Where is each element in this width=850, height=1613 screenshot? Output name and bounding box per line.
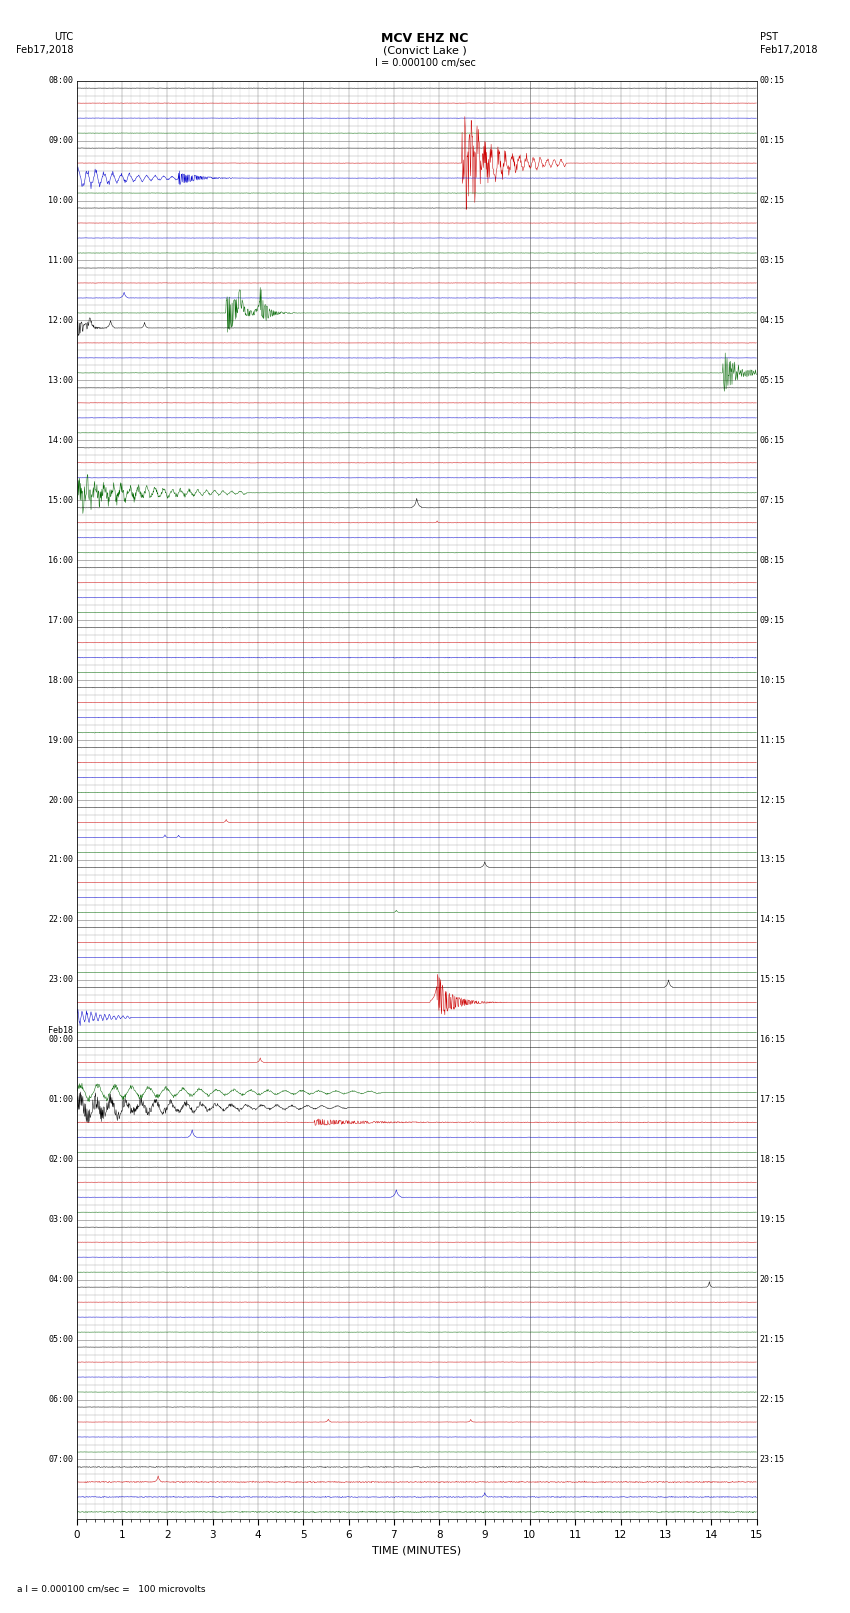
Text: Feb17,2018: Feb17,2018 — [760, 45, 818, 55]
Text: 22:15: 22:15 — [760, 1395, 785, 1403]
Text: 10:00: 10:00 — [48, 197, 73, 205]
Text: 11:15: 11:15 — [760, 736, 785, 745]
Text: 02:15: 02:15 — [760, 197, 785, 205]
Text: 11:00: 11:00 — [48, 256, 73, 265]
Text: 14:00: 14:00 — [48, 436, 73, 445]
Text: 15:15: 15:15 — [760, 976, 785, 984]
Text: 01:00: 01:00 — [48, 1095, 73, 1105]
Text: Feb18: Feb18 — [48, 1026, 73, 1036]
X-axis label: TIME (MINUTES): TIME (MINUTES) — [372, 1545, 461, 1555]
Text: 02:00: 02:00 — [48, 1155, 73, 1165]
Text: 04:15: 04:15 — [760, 316, 785, 324]
Text: MCV EHZ NC: MCV EHZ NC — [382, 32, 468, 45]
Text: 16:15: 16:15 — [760, 1036, 785, 1044]
Text: 17:15: 17:15 — [760, 1095, 785, 1105]
Text: 18:00: 18:00 — [48, 676, 73, 684]
Text: 12:00: 12:00 — [48, 316, 73, 324]
Text: 10:15: 10:15 — [760, 676, 785, 684]
Text: 23:15: 23:15 — [760, 1455, 785, 1465]
Text: 21:15: 21:15 — [760, 1336, 785, 1344]
Text: 19:15: 19:15 — [760, 1215, 785, 1224]
Text: Feb17,2018: Feb17,2018 — [15, 45, 73, 55]
Text: 13:00: 13:00 — [48, 376, 73, 386]
Text: 05:15: 05:15 — [760, 376, 785, 386]
Text: 20:00: 20:00 — [48, 795, 73, 805]
Text: 18:15: 18:15 — [760, 1155, 785, 1165]
Text: 00:15: 00:15 — [760, 76, 785, 85]
Text: 03:15: 03:15 — [760, 256, 785, 265]
Text: 00:00: 00:00 — [48, 1036, 73, 1044]
Text: 20:15: 20:15 — [760, 1276, 785, 1284]
Text: 09:00: 09:00 — [48, 135, 73, 145]
Text: 14:15: 14:15 — [760, 916, 785, 924]
Text: 08:15: 08:15 — [760, 556, 785, 565]
Text: 13:15: 13:15 — [760, 855, 785, 865]
Text: 16:00: 16:00 — [48, 556, 73, 565]
Text: 06:00: 06:00 — [48, 1395, 73, 1403]
Text: 19:00: 19:00 — [48, 736, 73, 745]
Text: 23:00: 23:00 — [48, 976, 73, 984]
Text: 21:00: 21:00 — [48, 855, 73, 865]
Text: 17:00: 17:00 — [48, 616, 73, 624]
Text: 07:15: 07:15 — [760, 495, 785, 505]
Text: 07:00: 07:00 — [48, 1455, 73, 1465]
Text: 08:00: 08:00 — [48, 76, 73, 85]
Text: UTC: UTC — [54, 32, 73, 42]
Text: 04:00: 04:00 — [48, 1276, 73, 1284]
Text: PST: PST — [760, 32, 778, 42]
Text: 12:15: 12:15 — [760, 795, 785, 805]
Text: 15:00: 15:00 — [48, 495, 73, 505]
Text: 03:00: 03:00 — [48, 1215, 73, 1224]
Text: I = 0.000100 cm/sec: I = 0.000100 cm/sec — [375, 58, 475, 68]
Text: 06:15: 06:15 — [760, 436, 785, 445]
Text: a I = 0.000100 cm/sec =   100 microvolts: a I = 0.000100 cm/sec = 100 microvolts — [17, 1584, 206, 1594]
Text: 09:15: 09:15 — [760, 616, 785, 624]
Text: 01:15: 01:15 — [760, 135, 785, 145]
Text: 22:00: 22:00 — [48, 916, 73, 924]
Text: 05:00: 05:00 — [48, 1336, 73, 1344]
Text: (Convict Lake ): (Convict Lake ) — [383, 45, 467, 55]
